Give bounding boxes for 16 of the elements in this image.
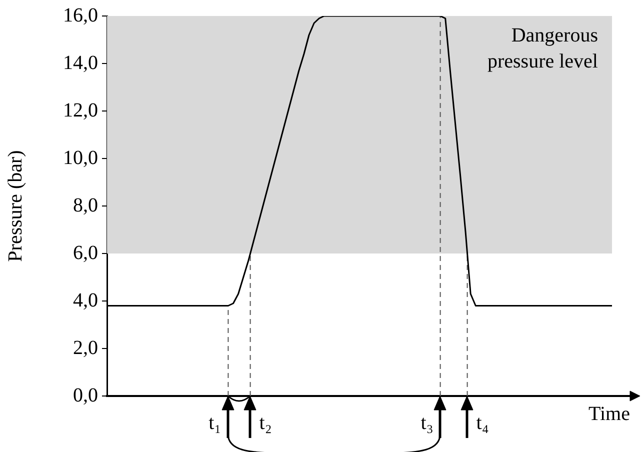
- y-tick-label: 0,0: [73, 384, 98, 406]
- y-tick-label: 4,0: [73, 289, 98, 312]
- y-tick-label: 6,0: [73, 242, 98, 264]
- text: t₄: [476, 412, 489, 434]
- band-label: Dangerous pressure level: [487, 24, 598, 72]
- y-tick-label: 8,0: [73, 194, 98, 216]
- y-axis-title: Pressure (bar): [4, 150, 26, 262]
- y-tick-label: 2,0: [73, 336, 98, 359]
- text: t₂: [259, 412, 272, 434]
- x-axis-title: Time: [588, 403, 630, 425]
- y-tick-label: 14,0: [63, 52, 98, 74]
- text: t₃: [420, 412, 434, 434]
- text: t₁: [208, 412, 222, 434]
- y-tick-label: 16,0: [63, 4, 98, 26]
- y-tick-label: 10,0: [63, 146, 98, 169]
- y-tick-label: 12,0: [63, 99, 98, 122]
